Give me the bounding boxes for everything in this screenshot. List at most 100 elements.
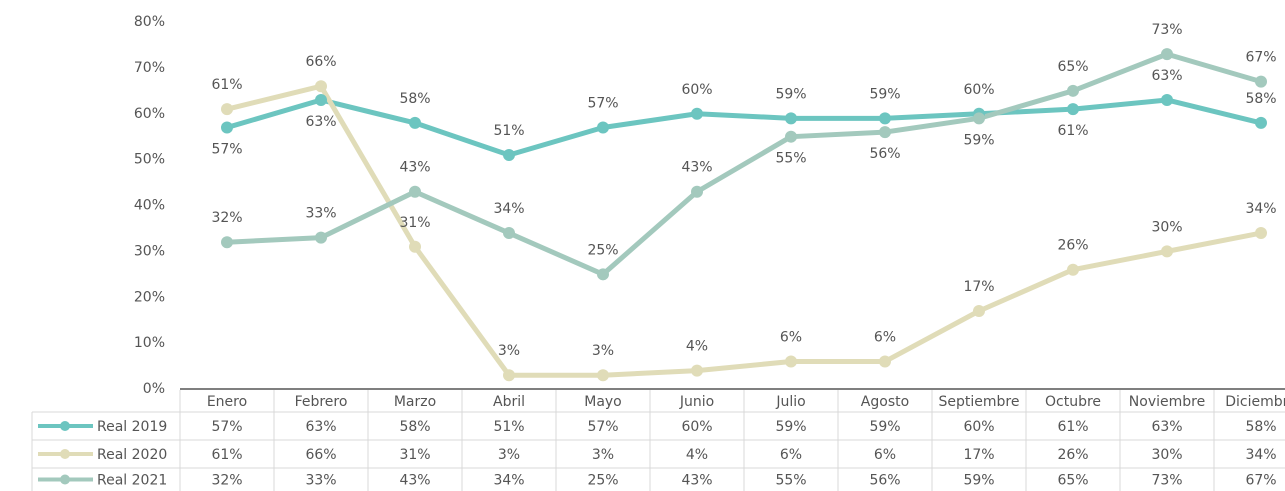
data-point (785, 130, 797, 143)
data-point (691, 107, 703, 120)
data-label: 43% (681, 160, 712, 176)
table-cell: 59% (963, 473, 994, 489)
data-point (409, 185, 421, 198)
x-tick-label: Marzo (394, 394, 436, 410)
data-point (1067, 103, 1079, 116)
table-cell: 57% (587, 419, 618, 435)
data-label: 60% (681, 82, 712, 98)
table-cell: 55% (775, 473, 806, 489)
table-cell: 60% (963, 419, 994, 435)
data-point (785, 355, 797, 368)
y-tick-label: 70% (134, 60, 165, 76)
data-label: 31% (399, 215, 430, 231)
table-cell: 32% (211, 473, 242, 489)
data-label: 58% (1245, 91, 1276, 107)
data-label: 65% (1057, 59, 1088, 75)
data-label: 25% (587, 242, 618, 258)
data-label: 6% (874, 329, 896, 345)
data-label: 30% (1151, 219, 1182, 235)
y-tick-label: 0% (143, 381, 165, 397)
data-point (1067, 263, 1079, 276)
data-label: 57% (211, 142, 242, 158)
data-point (315, 93, 327, 106)
x-tick-label: Febrero (295, 394, 348, 410)
data-label: 17% (963, 279, 994, 295)
table-cell: 56% (869, 473, 900, 489)
data-label: 6% (780, 329, 802, 345)
y-tick-label: 50% (134, 152, 165, 168)
data-point (597, 369, 609, 382)
table-cell: 31% (399, 447, 430, 463)
legend-label: Real 2021 (97, 473, 167, 489)
x-tick-label: Julio (775, 394, 805, 410)
data-point (1067, 84, 1079, 97)
data-label: 56% (869, 146, 900, 162)
table-cell: 34% (493, 473, 524, 489)
table-cell: 26% (1057, 447, 1088, 463)
data-point (691, 364, 703, 377)
data-point (691, 185, 703, 198)
data-point (409, 116, 421, 129)
table-cell: 25% (587, 473, 618, 489)
legend-marker (60, 449, 70, 459)
table-cell: 61% (1057, 419, 1088, 435)
x-tick-label: Diciembre (1225, 394, 1285, 410)
legend-label: Real 2019 (97, 419, 167, 435)
table-cell: 63% (1151, 419, 1182, 435)
table-cell: 58% (399, 419, 430, 435)
data-label: 63% (1151, 68, 1182, 84)
data-label: 63% (305, 114, 336, 130)
legend-label: Real 2020 (97, 447, 167, 463)
table-cell: 59% (869, 419, 900, 435)
data-point (973, 305, 985, 318)
table-cell: 60% (681, 419, 712, 435)
data-point (1161, 93, 1173, 106)
data-point (1161, 245, 1173, 258)
data-label: 55% (775, 151, 806, 167)
table-cell: 66% (305, 447, 336, 463)
data-label: 58% (399, 91, 430, 107)
data-point (597, 268, 609, 281)
x-tick-label: Abril (493, 394, 525, 410)
data-label: 61% (211, 77, 242, 93)
table-cell: 4% (686, 447, 708, 463)
series-line (226, 97, 1262, 158)
data-point (597, 121, 609, 134)
y-tick-label: 60% (134, 106, 165, 122)
table-cell: 34% (1245, 447, 1276, 463)
data-point (785, 112, 797, 125)
series-line (226, 51, 1262, 277)
data-label: 57% (587, 96, 618, 112)
x-tick-label: Agosto (861, 394, 909, 410)
table-cell: 43% (681, 473, 712, 489)
data-label: 51% (493, 123, 524, 139)
data-label: 32% (211, 210, 242, 226)
data-point (1255, 75, 1267, 88)
table-cell: 6% (780, 447, 802, 463)
data-point (1255, 116, 1267, 129)
table-cell: 65% (1057, 473, 1088, 489)
legend-marker (60, 421, 70, 431)
data-point (221, 236, 233, 249)
table-cell: 3% (498, 447, 520, 463)
data-point (1255, 227, 1267, 240)
data-label: 26% (1057, 238, 1088, 254)
data-label: 59% (869, 86, 900, 102)
y-tick-label: 10% (134, 335, 165, 351)
y-tick-label: 40% (134, 198, 165, 214)
series-line (226, 83, 1262, 378)
data-point (879, 112, 891, 125)
data-point (879, 126, 891, 139)
table-cell: 3% (592, 447, 614, 463)
data-label: 73% (1151, 22, 1182, 38)
data-point (503, 369, 515, 382)
x-tick-label: Noviembre (1129, 394, 1205, 410)
table-cell: 63% (305, 419, 336, 435)
table-cell: 43% (399, 473, 430, 489)
data-point (315, 80, 327, 93)
table-cell: 17% (963, 447, 994, 463)
data-point (409, 240, 421, 253)
data-point (503, 227, 515, 240)
data-label: 66% (305, 54, 336, 70)
